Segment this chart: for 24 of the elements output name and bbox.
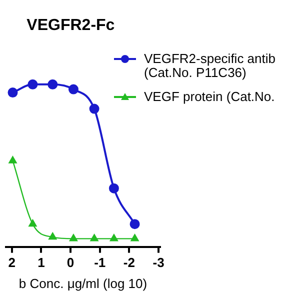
- x-tick-label: 1: [38, 255, 45, 270]
- legend-label: VEGFR2-specific antib (Cat.No. P11C36): [144, 51, 276, 80]
- x-tick-label: 2: [8, 255, 16, 270]
- point: [108, 183, 119, 194]
- point: [28, 219, 37, 227]
- x-tick-label: 0: [66, 255, 74, 270]
- x-axis-title: b Conc. μg/ml (log 10): [18, 276, 148, 291]
- point: [90, 234, 98, 242]
- point: [48, 79, 58, 90]
- x-tick-label: -2: [123, 255, 135, 270]
- x-tick-label: -1: [94, 255, 106, 270]
- point: [89, 104, 100, 114]
- point: [28, 79, 38, 90]
- chart-title: VEGFR2-Fc: [0, 17, 115, 34]
- point: [130, 234, 139, 242]
- point: [8, 88, 18, 98]
- point: [8, 156, 17, 164]
- x-tick-label: -3: [152, 255, 164, 270]
- point: [130, 219, 140, 230]
- point: [69, 234, 78, 242]
- point: [48, 232, 57, 240]
- legend-label: VEGF protein (Cat.No.: [144, 89, 275, 104]
- point: [110, 234, 118, 242]
- point: [68, 84, 78, 94]
